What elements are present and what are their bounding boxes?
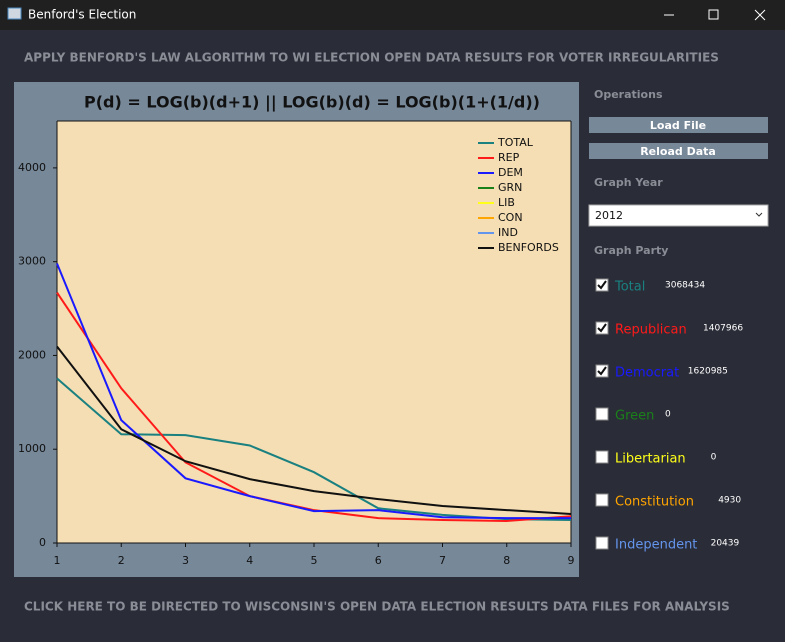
x-tick-label: 4 (246, 554, 253, 567)
checkmark (597, 280, 607, 290)
legend-label: DEM (498, 166, 523, 179)
legend-label: LIB (498, 196, 515, 209)
party-label: Green (615, 409, 654, 424)
checkbox[interactable] (595, 536, 609, 550)
x-tick-label: 3 (182, 554, 189, 567)
select-arrow (755, 212, 763, 217)
checkbox[interactable] (595, 450, 609, 464)
party-count: 1620985 (688, 367, 728, 377)
window-title: Benford's Election (28, 8, 136, 22)
plot-area (57, 121, 571, 543)
year-value: 2012 (595, 209, 623, 222)
legend-label: TOTAL (497, 136, 534, 149)
graph-year-label: Graph Year (594, 176, 663, 189)
party-count: 0 (665, 410, 671, 420)
graph-party-label: Graph Party (594, 244, 668, 257)
y-tick-label: 3000 (18, 255, 46, 268)
legend-label: IND (498, 226, 518, 239)
party-label: Libertarian (615, 452, 686, 467)
app-icon (7, 7, 22, 20)
y-tick-label: 4000 (18, 161, 46, 174)
party-label: Constitution (615, 495, 694, 510)
y-tick-label: 2000 (18, 348, 46, 361)
button[interactable] (589, 117, 768, 133)
operations-label: Operations (594, 88, 663, 101)
x-tick-label: 5 (311, 554, 318, 567)
party-count: 0 (711, 453, 717, 463)
chart-title: P(d) = LOG(b)(d+1) || LOG(b)(d) = LOG(b)… (84, 93, 540, 113)
x-tick-label: 6 (375, 554, 382, 567)
party-count: 3068434 (665, 281, 705, 291)
party-count: 4930 (718, 496, 741, 506)
maximize[interactable] (708, 9, 719, 20)
legend-label: CON (498, 211, 523, 224)
party-label: Total (614, 280, 645, 295)
legend-label: GRN (498, 181, 522, 194)
x-tick-label: 2 (118, 554, 125, 567)
x-tick-label: 8 (503, 554, 510, 567)
legend-label: REP (498, 151, 520, 164)
legend-label: BENFORDS (498, 241, 559, 254)
party-label: Independent (615, 538, 697, 553)
party-label: Democrat (615, 366, 679, 381)
year-select[interactable] (588, 204, 769, 227)
button-label: Load File (650, 119, 706, 132)
title-bar (0, 0, 785, 30)
button[interactable] (589, 143, 768, 159)
footer-link[interactable]: CLICK HERE TO BE DIRECTED TO WISCONSIN'S… (24, 600, 730, 614)
x-tick-label: 1 (54, 554, 61, 567)
x-tick-label: 9 (568, 554, 575, 567)
header: APPLY BENFORD'S LAW ALGORITHM TO WI ELEC… (24, 51, 719, 65)
x-tick-label: 7 (439, 554, 446, 567)
button-label: Reload Data (640, 145, 716, 158)
checkmark (597, 366, 607, 376)
checkmark (597, 323, 607, 333)
party-label: Republican (615, 323, 687, 338)
party-count: 1407966 (703, 324, 743, 334)
y-tick-label: 0 (39, 536, 46, 549)
party-count: 20439 (711, 539, 740, 549)
close[interactable] (754, 9, 766, 21)
checkbox[interactable] (595, 407, 609, 421)
series-line (56, 345, 572, 516)
y-tick-label: 1000 (18, 442, 46, 455)
checkbox[interactable] (595, 493, 609, 507)
